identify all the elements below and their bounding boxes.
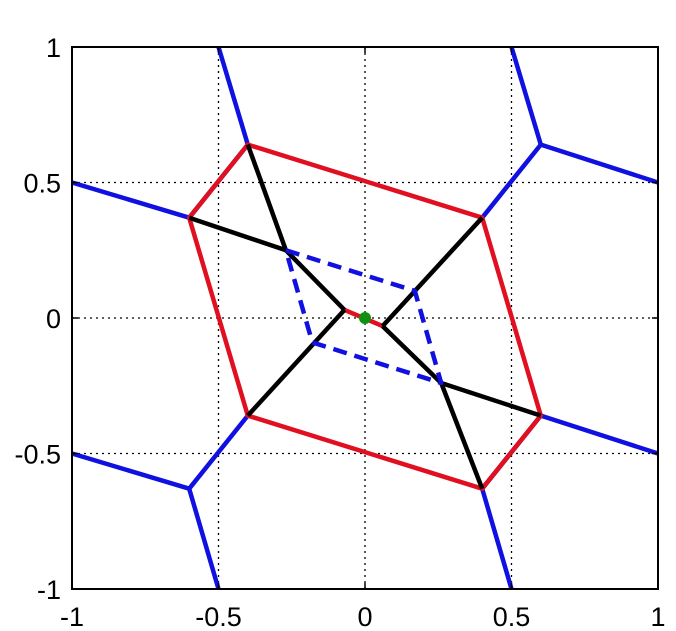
- x-tick-label: 1: [650, 602, 665, 631]
- y-tick-label: 0: [46, 304, 61, 334]
- x-tick-label: 0: [357, 602, 372, 631]
- series-line-14: [283, 248, 444, 386]
- series-line-2: [480, 143, 543, 220]
- data-point-0: [359, 312, 371, 324]
- series-line-1: [509, 46, 659, 185]
- y-tick-label: -0.5: [14, 440, 61, 470]
- series-line-4: [187, 488, 221, 590]
- series-line-9: [284, 248, 347, 312]
- series-line-11: [246, 308, 347, 418]
- series-line-13: [439, 382, 485, 490]
- x-tick-label: -0.5: [195, 602, 242, 631]
- y-tick-label: -1: [37, 575, 61, 605]
- data-markers: [359, 312, 371, 324]
- series-line-0: [71, 46, 251, 220]
- x-tick-label: 0.5: [493, 602, 531, 631]
- series-line-10: [380, 216, 484, 328]
- x-tick-label: -1: [60, 602, 84, 631]
- y-tick-label: 0.5: [23, 169, 61, 199]
- data-lines: [71, 46, 659, 590]
- series-line-5: [479, 413, 659, 590]
- y-tick-label: 1: [46, 33, 61, 63]
- series-line-3: [71, 414, 250, 491]
- axis-ticks: -1 -0.5 0 0.5 1 -1 -0.5 0 0.5 1: [14, 33, 665, 631]
